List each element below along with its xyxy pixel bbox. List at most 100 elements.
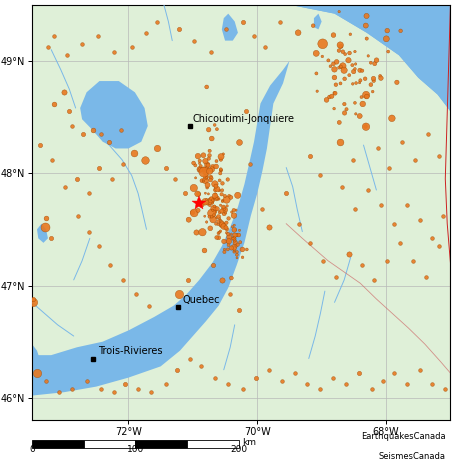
Point	[379, 377, 386, 385]
Text: Trois-Rivieres: Trois-Rivieres	[97, 346, 162, 356]
Point	[276, 18, 283, 25]
Point	[319, 40, 326, 48]
Point	[356, 67, 364, 74]
Polygon shape	[32, 344, 40, 367]
Point	[197, 166, 204, 173]
Point	[218, 221, 226, 228]
Point	[351, 99, 359, 106]
Point	[236, 306, 243, 314]
Point	[363, 12, 370, 20]
Point	[49, 156, 56, 163]
Point	[442, 385, 449, 393]
Point	[318, 53, 326, 60]
Point	[96, 164, 103, 171]
Point	[353, 79, 360, 87]
Point	[331, 66, 338, 73]
Point	[388, 114, 395, 122]
Polygon shape	[32, 5, 450, 396]
Point	[197, 200, 205, 208]
Point	[345, 57, 352, 64]
Point	[204, 181, 211, 189]
Point	[377, 201, 384, 208]
Point	[208, 210, 215, 217]
Point	[212, 183, 219, 191]
Point	[66, 108, 73, 115]
Point	[232, 226, 239, 234]
Point	[349, 156, 356, 163]
Point	[195, 191, 202, 198]
Point	[182, 190, 189, 197]
Point	[132, 291, 140, 298]
Point	[225, 381, 232, 388]
Point	[200, 177, 207, 185]
Point	[411, 156, 419, 163]
Point	[342, 50, 349, 58]
Point	[212, 186, 219, 194]
Point	[340, 66, 348, 74]
Text: SeismesCanada: SeismesCanada	[379, 453, 446, 461]
Point	[64, 51, 71, 59]
Point	[332, 90, 339, 97]
Point	[221, 192, 228, 200]
Point	[233, 242, 240, 250]
Point	[219, 186, 226, 194]
Point	[135, 385, 142, 393]
Point	[222, 26, 230, 33]
Point	[435, 153, 443, 160]
Point	[201, 212, 208, 220]
Point	[403, 381, 410, 388]
Point	[197, 163, 204, 170]
Point	[239, 246, 246, 253]
Point	[309, 22, 317, 29]
Text: 100: 100	[126, 445, 144, 453]
Point	[202, 190, 209, 197]
Point	[230, 234, 238, 241]
Point	[228, 274, 235, 282]
Point	[346, 71, 353, 79]
Point	[203, 196, 210, 204]
Point	[98, 385, 105, 393]
Point	[330, 31, 337, 39]
Point	[175, 26, 182, 33]
Polygon shape	[80, 81, 148, 149]
Point	[325, 57, 332, 64]
Point	[209, 163, 217, 170]
Point	[207, 177, 214, 184]
Point	[377, 72, 384, 80]
Bar	[135, 440, 187, 448]
Point	[207, 198, 214, 205]
Point	[416, 217, 423, 224]
Point	[197, 166, 204, 173]
Point	[141, 156, 148, 163]
Point	[203, 83, 210, 91]
Bar	[187, 440, 239, 448]
Point	[111, 48, 118, 56]
Point	[229, 235, 237, 242]
Point	[377, 74, 384, 82]
Point	[357, 77, 364, 84]
Point	[212, 191, 219, 198]
Point	[234, 191, 241, 199]
Point	[362, 123, 369, 130]
Point	[206, 152, 213, 159]
Point	[236, 138, 243, 145]
Point	[216, 215, 223, 222]
Point	[216, 228, 223, 236]
Point	[234, 241, 242, 248]
Point	[339, 48, 347, 56]
Point	[352, 60, 359, 68]
Point	[94, 32, 101, 40]
Point	[222, 206, 229, 213]
Point	[211, 180, 218, 188]
Point	[207, 48, 214, 56]
Point	[403, 201, 410, 208]
Point	[121, 381, 129, 388]
Point	[422, 273, 430, 280]
Point	[173, 366, 180, 374]
Point	[206, 213, 213, 220]
Point	[220, 205, 228, 212]
Point	[224, 238, 232, 245]
Point	[41, 223, 48, 231]
Point	[367, 59, 374, 66]
Point	[214, 185, 221, 193]
